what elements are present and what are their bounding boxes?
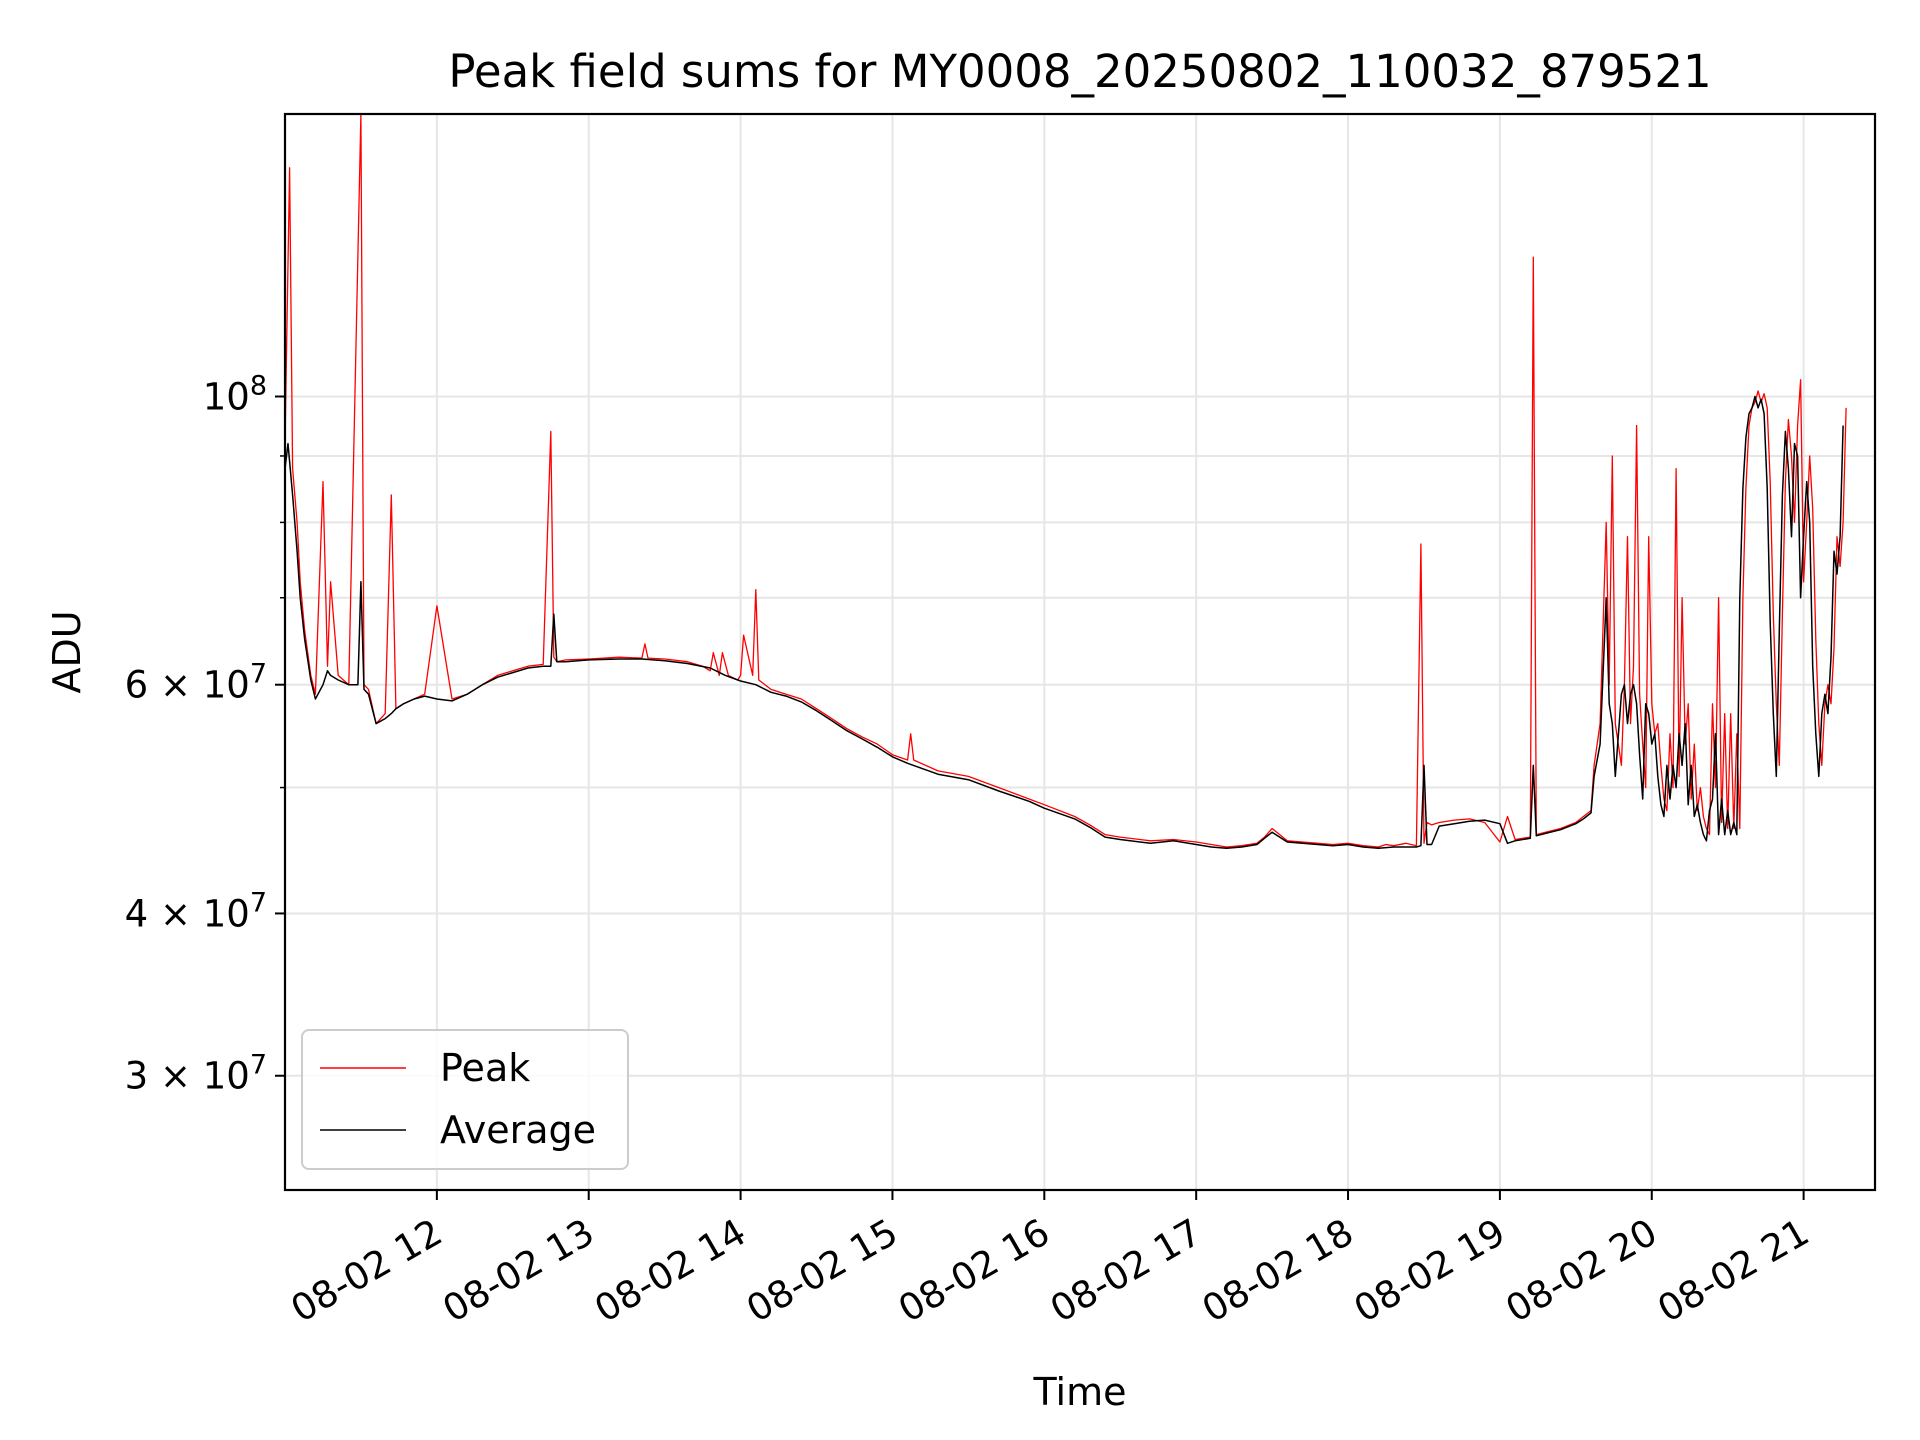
legend-peak-label: Peak (440, 1046, 530, 1090)
y-tick-label: 3 × 107 (125, 1050, 267, 1098)
series-peak-line (285, 114, 1847, 848)
y-tick-label: 108 (203, 371, 267, 419)
y-axis-ticks: 3 × 107 4 × 107 6 × 107 108 (125, 371, 285, 1098)
series-average-line (285, 395, 1844, 850)
chart-title: Peak field sums for MY0008_20250802_1100… (448, 45, 1711, 98)
legend-box (301, 1029, 629, 1170)
y-tick-label: 4 × 107 (125, 887, 267, 935)
y-axis-label: ADU (45, 610, 89, 693)
legend: Peak Average (301, 1029, 629, 1170)
plot-frame (283, 112, 1877, 1192)
data-series (285, 114, 1847, 850)
legend-average-label: Average (440, 1108, 596, 1152)
x-axis-label: Time (1033, 1370, 1127, 1414)
y-tick-label: 6 × 107 (125, 659, 267, 707)
